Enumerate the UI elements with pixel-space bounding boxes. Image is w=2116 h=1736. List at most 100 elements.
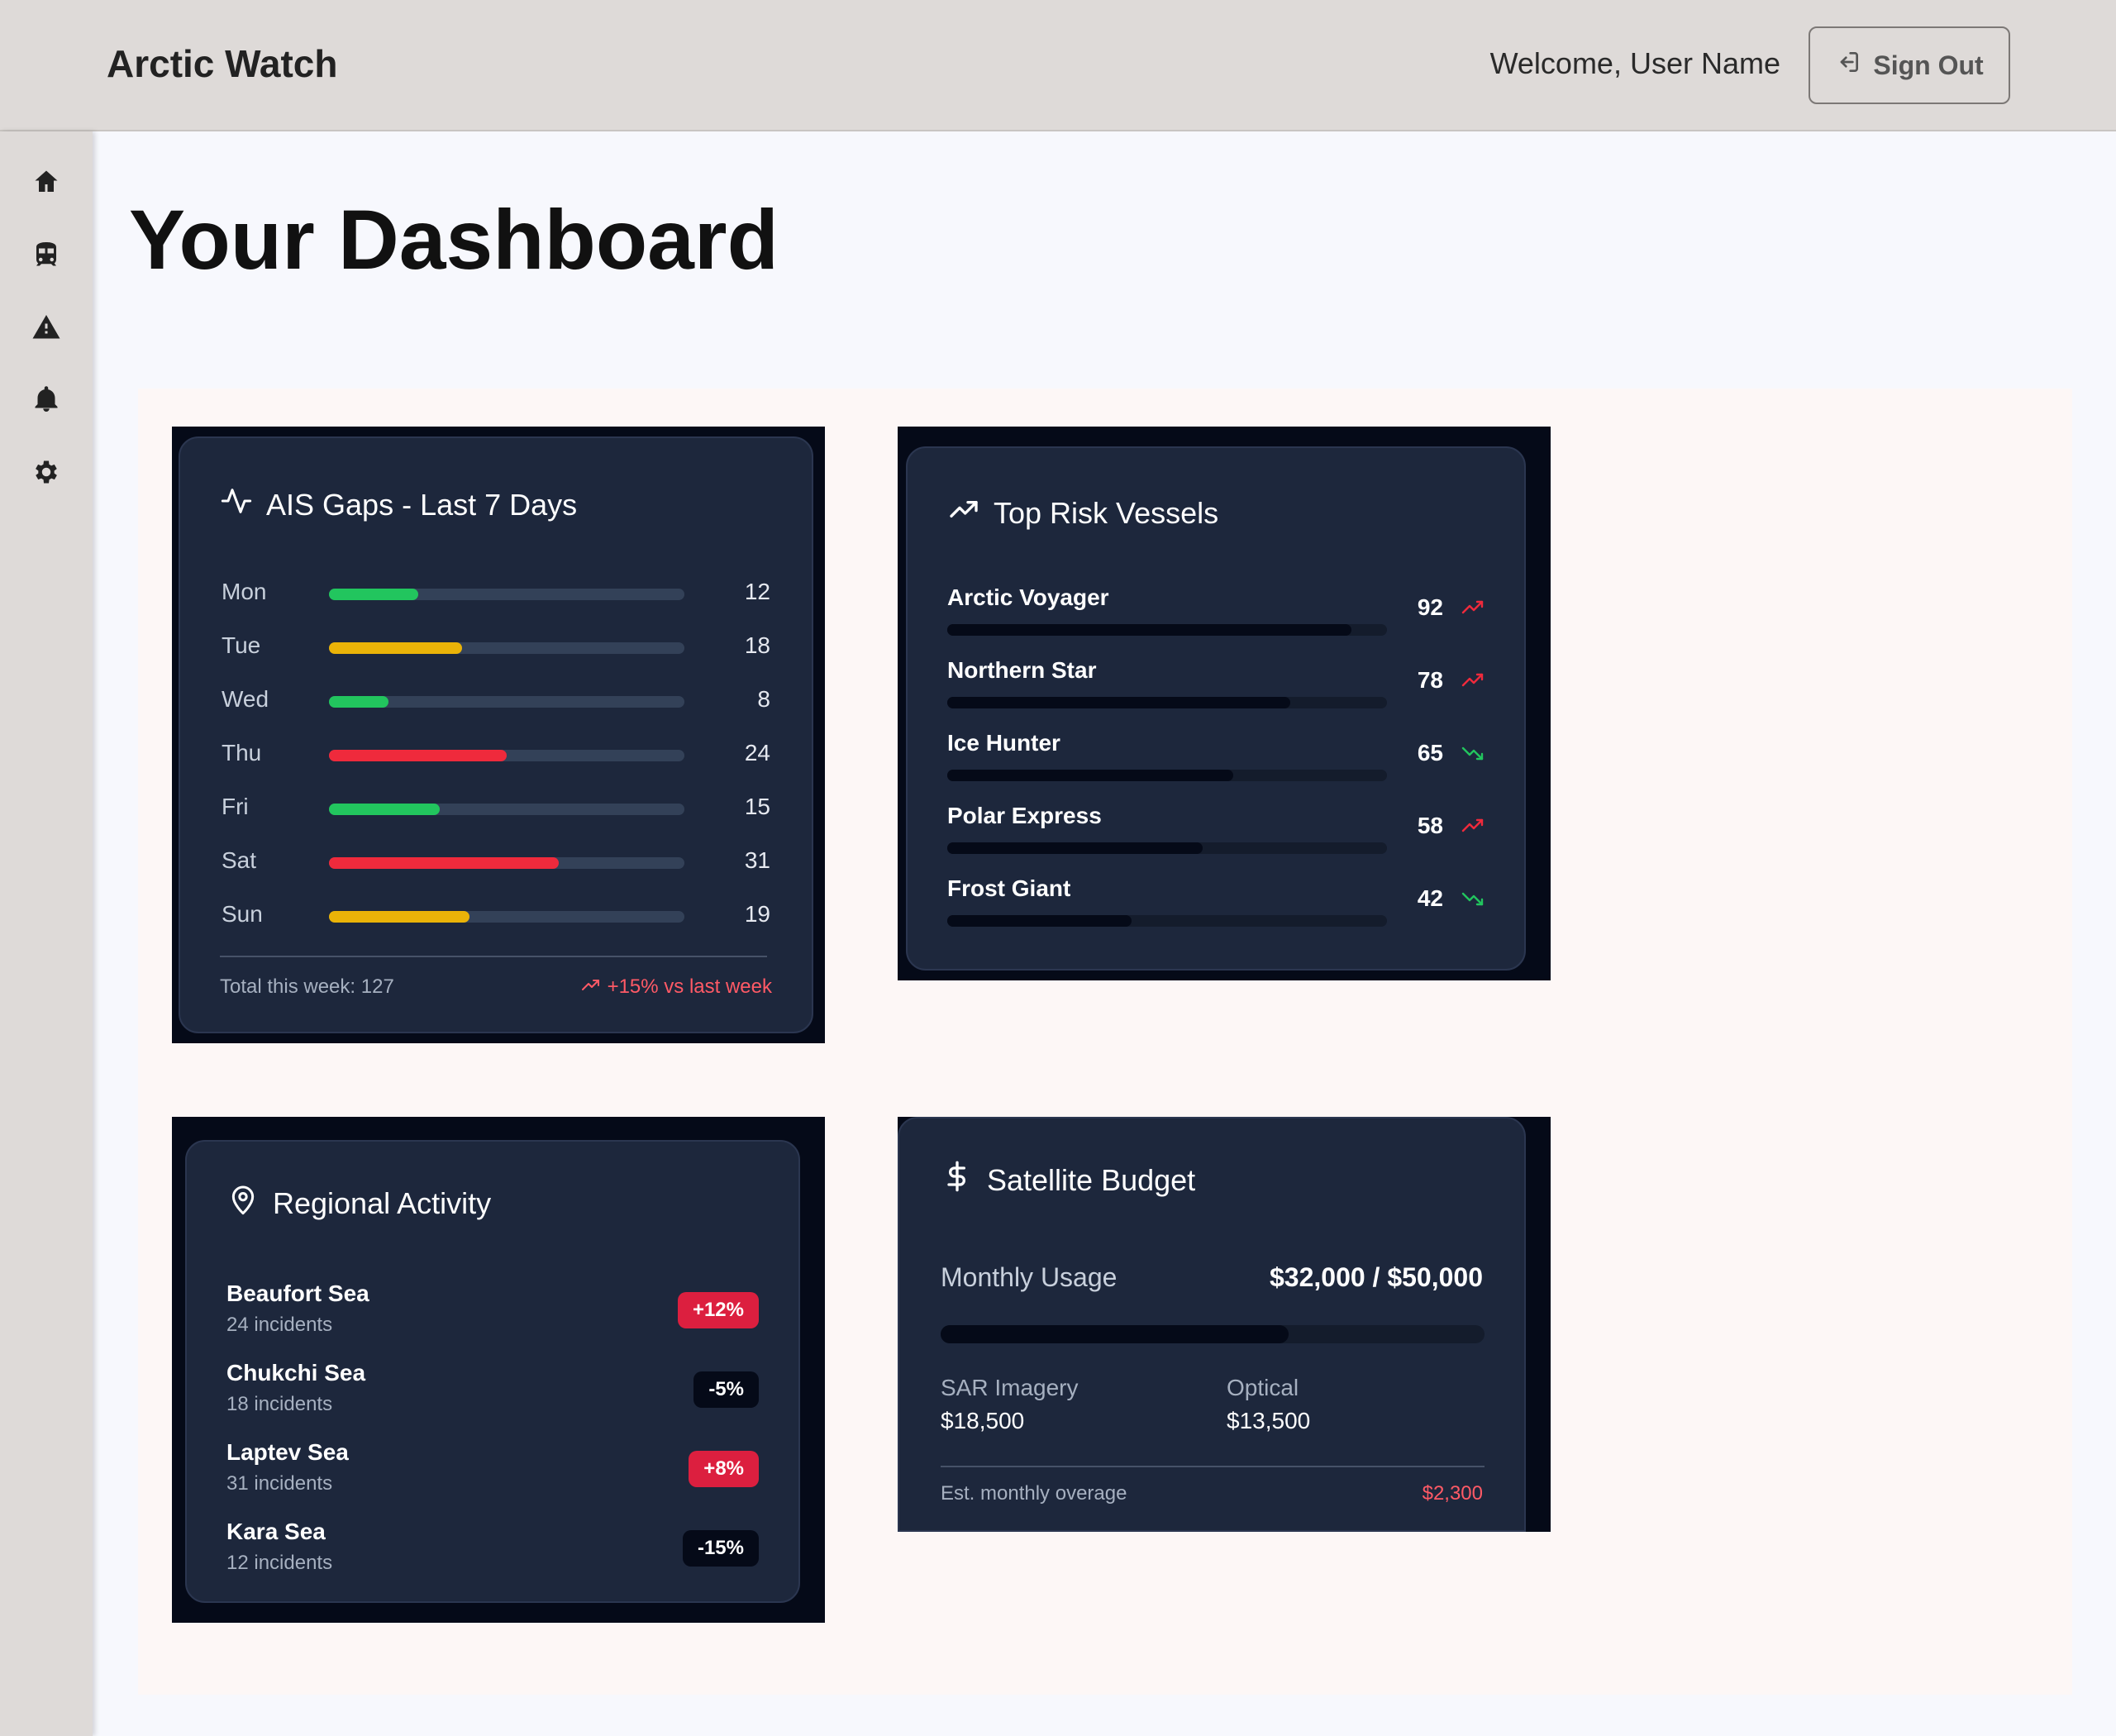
regional-title: Regional Activity bbox=[273, 1185, 492, 1220]
day-value: 18 bbox=[744, 632, 770, 658]
overage-label: Est. monthly overage bbox=[941, 1482, 1127, 1505]
vessel-risk-track bbox=[947, 697, 1387, 708]
region-name: Beaufort Sea bbox=[226, 1281, 369, 1306]
ais-change: +15% vs last week bbox=[581, 975, 772, 999]
monthly-usage-label: Monthly Usage bbox=[941, 1262, 1118, 1292]
risk-vessels-frame: Top Risk Vessels Arctic Voyager 92 Norther… bbox=[898, 427, 1551, 980]
region-incidents: 31 incidents bbox=[226, 1472, 333, 1495]
vessel-risk-fill bbox=[947, 915, 1132, 927]
ais-gaps-frame: AIS Gaps - Last 7 Days Mon 12 Tue 18 Wed 8 Thu… bbox=[172, 427, 825, 1043]
day-bar-fill bbox=[329, 696, 388, 708]
top-bar: Arctic Watch Welcome, User Name Sign Out bbox=[0, 0, 2116, 131]
trend-down-icon bbox=[1460, 742, 1486, 765]
ais-day-row: Mon 12 bbox=[180, 579, 812, 612]
vessel-icon[interactable] bbox=[31, 240, 61, 269]
vessel-risk-track bbox=[947, 770, 1387, 781]
risk-vessels-header: Top Risk Vessels bbox=[947, 493, 1218, 533]
ais-divider bbox=[220, 956, 767, 957]
monthly-usage-fill bbox=[941, 1325, 1289, 1343]
day-label: Mon bbox=[222, 579, 267, 604]
home-icon[interactable] bbox=[31, 167, 61, 197]
risk-vessels-card: Top Risk Vessels Arctic Voyager 92 Norther… bbox=[906, 446, 1526, 971]
trend-up-icon bbox=[1460, 596, 1486, 619]
page-title: Your Dashboard bbox=[129, 193, 779, 287]
regional-card: Regional Activity Beaufort Sea 24 inciden… bbox=[185, 1140, 800, 1603]
day-value: 19 bbox=[744, 901, 770, 927]
vessel-name: Polar Express bbox=[947, 803, 1102, 828]
region-row[interactable]: Beaufort Sea 24 incidents +12% bbox=[187, 1281, 798, 1355]
vessel-name: Frost Giant bbox=[947, 875, 1071, 901]
vessel-score: 58 bbox=[1417, 813, 1443, 838]
trend-down-icon bbox=[1460, 887, 1486, 910]
day-bar-track bbox=[329, 911, 684, 923]
vessel-score: 78 bbox=[1417, 667, 1443, 693]
sign-out-label: Sign Out bbox=[1873, 50, 1984, 80]
vessel-risk-track bbox=[947, 842, 1387, 854]
vessel-row[interactable]: Frost Giant 42 bbox=[908, 875, 1524, 942]
region-change-badge: -5% bbox=[693, 1371, 759, 1408]
day-value: 24 bbox=[744, 740, 770, 765]
vessel-score: 42 bbox=[1417, 885, 1443, 911]
day-value: 15 bbox=[744, 794, 770, 819]
ais-day-row: Sun 19 bbox=[180, 901, 812, 934]
region-row[interactable]: Chukchi Sea 18 incidents -5% bbox=[187, 1360, 798, 1434]
gear-icon[interactable] bbox=[31, 457, 61, 487]
ais-day-row: Wed 8 bbox=[180, 686, 812, 719]
vessel-row[interactable]: Northern Star 78 bbox=[908, 657, 1524, 723]
vessel-row[interactable]: Polar Express 58 bbox=[908, 803, 1524, 869]
sign-out-button[interactable]: Sign Out bbox=[1809, 26, 2010, 104]
day-bar-fill bbox=[329, 589, 418, 600]
sidebar bbox=[0, 131, 93, 1736]
map-pin-icon bbox=[226, 1183, 260, 1223]
vessel-risk-fill bbox=[947, 697, 1290, 708]
vessel-row[interactable]: Arctic Voyager 92 bbox=[908, 584, 1524, 651]
vessel-name: Arctic Voyager bbox=[947, 584, 1109, 610]
region-row[interactable]: Kara Sea 12 incidents -15% bbox=[187, 1519, 798, 1593]
region-name: Laptev Sea bbox=[226, 1439, 349, 1465]
day-value: 31 bbox=[744, 847, 770, 873]
vessel-score: 65 bbox=[1417, 740, 1443, 765]
bell-icon[interactable] bbox=[31, 384, 61, 414]
dollar-icon bbox=[941, 1160, 974, 1200]
day-bar-track bbox=[329, 696, 684, 708]
welcome-text: Welcome, User Name bbox=[1489, 46, 1780, 80]
ais-total: Total this week: 127 bbox=[220, 975, 394, 998]
ais-gaps-title: AIS Gaps - Last 7 Days bbox=[266, 487, 578, 522]
risk-vessels-title: Top Risk Vessels bbox=[994, 495, 1219, 530]
day-bar-track bbox=[329, 857, 684, 869]
budget-frame: Satellite Budget Monthly Usage $32,000 /… bbox=[898, 1117, 1551, 1532]
vessel-risk-track bbox=[947, 915, 1387, 927]
day-bar-track bbox=[329, 589, 684, 600]
vessel-risk-fill bbox=[947, 624, 1352, 636]
alert-icon[interactable] bbox=[31, 312, 61, 342]
day-bar-fill bbox=[329, 642, 463, 654]
ais-day-row: Tue 18 bbox=[180, 632, 812, 665]
day-label: Sat bbox=[222, 847, 257, 873]
vessel-name: Northern Star bbox=[947, 657, 1097, 683]
day-label: Thu bbox=[222, 740, 262, 765]
overage-value: $2,300 bbox=[1422, 1482, 1483, 1505]
regional-frame: Regional Activity Beaufort Sea 24 inciden… bbox=[172, 1117, 825, 1623]
ais-day-row: Thu 24 bbox=[180, 740, 812, 773]
day-bar-track bbox=[329, 642, 684, 654]
budget-card: Satellite Budget Monthly Usage $32,000 /… bbox=[898, 1117, 1526, 1532]
monthly-usage-value: $32,000 / $50,000 bbox=[1269, 1262, 1483, 1292]
optical-value: $13,500 bbox=[1227, 1408, 1311, 1433]
day-bar-track bbox=[329, 804, 684, 815]
day-label: Wed bbox=[222, 686, 269, 712]
ais-gaps-header: AIS Gaps - Last 7 Days bbox=[220, 484, 577, 525]
region-incidents: 24 incidents bbox=[226, 1314, 333, 1336]
day-label: Sun bbox=[222, 901, 263, 927]
day-value: 12 bbox=[744, 579, 770, 604]
app-brand[interactable]: Arctic Watch bbox=[107, 42, 338, 85]
regional-header: Regional Activity bbox=[226, 1183, 491, 1223]
region-row[interactable]: Laptev Sea 31 incidents +8% bbox=[187, 1439, 798, 1514]
day-label: Fri bbox=[222, 794, 249, 819]
ais-change-label: +15% vs last week bbox=[607, 975, 772, 998]
region-change-badge: -15% bbox=[682, 1530, 759, 1567]
vessel-score: 92 bbox=[1417, 594, 1443, 620]
vessel-row[interactable]: Ice Hunter 65 bbox=[908, 730, 1524, 796]
day-bar-fill bbox=[329, 750, 507, 761]
trend-up-icon bbox=[1460, 814, 1486, 837]
ais-gaps-card: AIS Gaps - Last 7 Days Mon 12 Tue 18 Wed 8 Thu… bbox=[179, 436, 813, 1033]
